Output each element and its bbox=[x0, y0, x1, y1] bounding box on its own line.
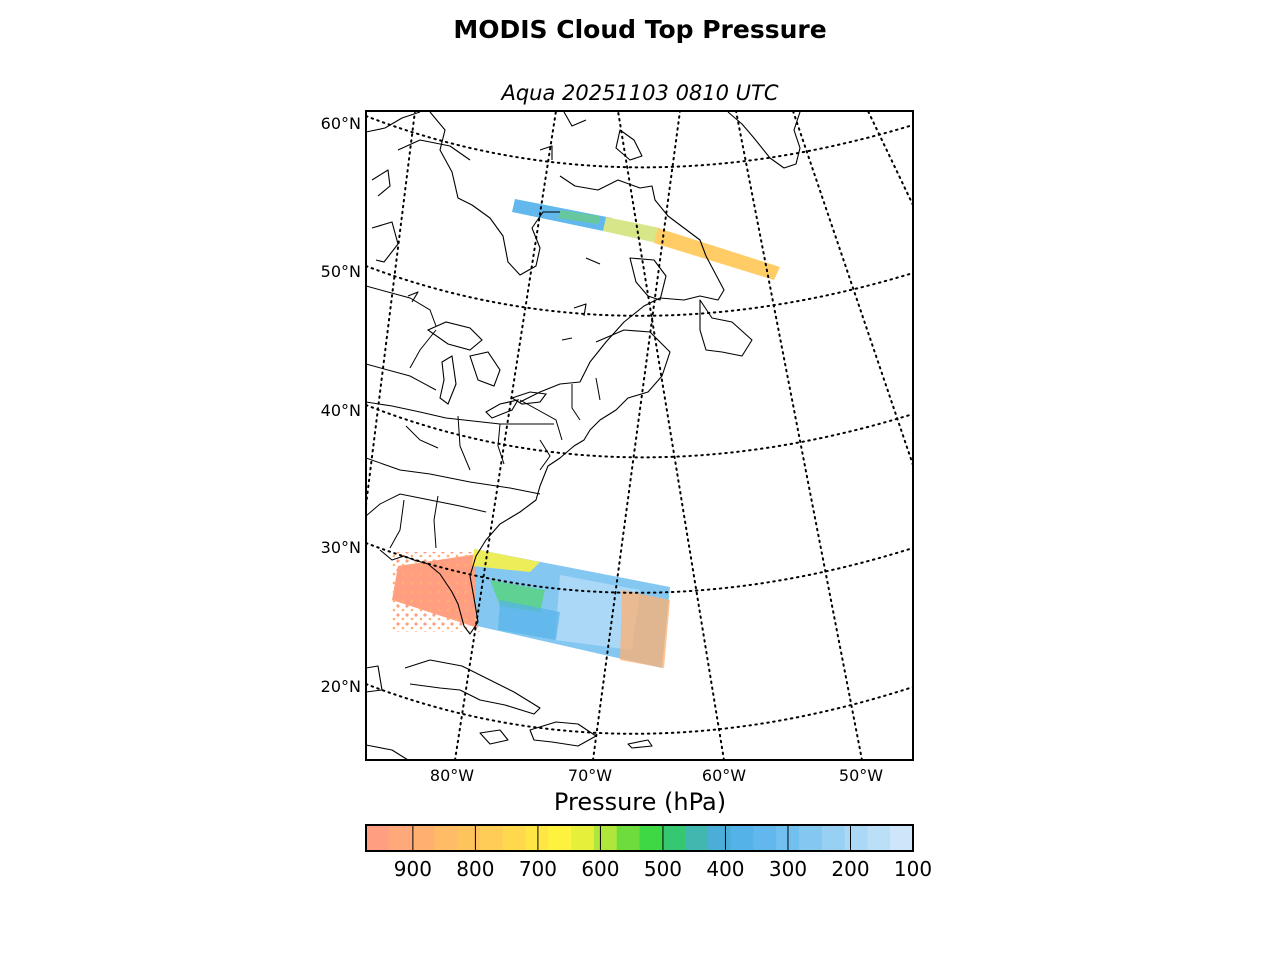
colorbar-tick-label: 300 bbox=[769, 857, 807, 881]
colorbar-segment bbox=[685, 825, 709, 851]
colorbar-tick-label: 500 bbox=[644, 857, 682, 881]
cloud-data-swaths bbox=[392, 199, 780, 668]
parallel-20N bbox=[366, 683, 913, 735]
meridian-70W bbox=[592, 111, 681, 760]
colorbar-segment bbox=[730, 825, 755, 851]
colorbar-segment bbox=[571, 825, 595, 851]
latitude-labels: 60°N 50°N 40°N 30°N 20°N bbox=[321, 114, 361, 696]
colorbar-label: Pressure (hPa) bbox=[554, 788, 726, 816]
lon-label-70w: 70°W bbox=[568, 766, 612, 785]
north-swath-west bbox=[512, 199, 612, 232]
great-lakes bbox=[426, 321, 548, 419]
colorbar-segment bbox=[548, 825, 572, 851]
colorbar-tick-label: 900 bbox=[394, 857, 432, 881]
colorbar-segment bbox=[411, 825, 435, 851]
colorbar-segment bbox=[502, 825, 527, 851]
lat-label-40n: 40°N bbox=[321, 401, 361, 420]
graticule bbox=[366, 111, 913, 760]
parallel-60N bbox=[366, 115, 913, 169]
colorbar-segment bbox=[366, 825, 390, 851]
meridian-90W bbox=[366, 111, 416, 506]
colorbar-tick-label: 100 bbox=[894, 857, 932, 881]
colorbar-segment bbox=[662, 825, 686, 851]
colorbar-segment bbox=[799, 825, 823, 851]
colorbar-segment bbox=[890, 825, 914, 851]
lon-label-80w: 80°W bbox=[430, 766, 474, 785]
colorbar-segment bbox=[707, 825, 732, 851]
colorbar: Pressure (hPa) 900 800 700 600 500 400 300 200 1… bbox=[365, 788, 932, 881]
map-subtitle: Aqua 20251103 0810 UTC bbox=[499, 81, 778, 105]
colorbar-segment bbox=[639, 825, 663, 851]
meridian-30W bbox=[867, 111, 913, 206]
colorbar-segment bbox=[821, 825, 846, 851]
south-swath-yellow bbox=[472, 549, 540, 572]
colorbar-segment bbox=[434, 825, 458, 851]
colorbar-segment bbox=[593, 825, 618, 851]
map-panel: 60°N 50°N 40°N 30°N 20°N 80°W 70°W 60°W … bbox=[321, 110, 914, 785]
parallel-50N bbox=[366, 265, 913, 317]
coastlines bbox=[366, 111, 801, 760]
south-swath-midblue bbox=[498, 600, 560, 640]
lat-label-60n: 60°N bbox=[321, 114, 361, 133]
lat-label-30n: 30°N bbox=[321, 538, 361, 557]
colorbar-tick-label: 700 bbox=[519, 857, 557, 881]
meridian-50W bbox=[735, 111, 863, 760]
north-swath-patch bbox=[558, 210, 600, 224]
colorbar-segment bbox=[753, 825, 777, 851]
colorbar-tick-label: 400 bbox=[706, 857, 744, 881]
map-frame bbox=[365, 110, 914, 761]
colorbar-frame bbox=[365, 824, 914, 852]
colorbar-segment bbox=[844, 825, 869, 851]
colorbar-tick-label: 200 bbox=[831, 857, 869, 881]
colorbar-segment bbox=[479, 825, 504, 851]
meridian-60W bbox=[617, 111, 725, 760]
longitude-labels: 80°W 70°W 60°W 50°W bbox=[430, 766, 883, 785]
lon-label-50w: 50°W bbox=[839, 766, 883, 785]
colorbar-segment bbox=[388, 825, 413, 851]
south-swath-orange-edge bbox=[620, 590, 670, 668]
south-swath-core bbox=[555, 575, 640, 650]
colorbar-tick-label: 800 bbox=[456, 857, 494, 881]
north-swath-mid bbox=[603, 217, 660, 243]
colorbar-segment bbox=[457, 825, 481, 851]
colorbar-segment bbox=[616, 825, 641, 851]
parallel-40N bbox=[366, 404, 913, 459]
lat-label-50n: 50°N bbox=[321, 262, 361, 281]
political-borders bbox=[366, 285, 601, 549]
colorbar-segment bbox=[867, 825, 891, 851]
colorbar-tick-label: 600 bbox=[581, 857, 619, 881]
lon-label-60w: 60°W bbox=[702, 766, 746, 785]
meridian-80W bbox=[454, 111, 557, 760]
colorbar-ticks: 900 800 700 600 500 400 300 200 100 bbox=[394, 825, 932, 881]
lat-label-20n: 20°N bbox=[321, 677, 361, 696]
north-swath-east bbox=[654, 228, 780, 280]
colorbar-segment bbox=[525, 825, 549, 851]
figure-title: MODIS Cloud Top Pressure bbox=[453, 15, 826, 44]
meridian-40W bbox=[792, 111, 913, 466]
south-swath-speckle bbox=[392, 552, 482, 632]
parallel-30N bbox=[366, 542, 913, 594]
colorbar-segments bbox=[366, 825, 914, 851]
